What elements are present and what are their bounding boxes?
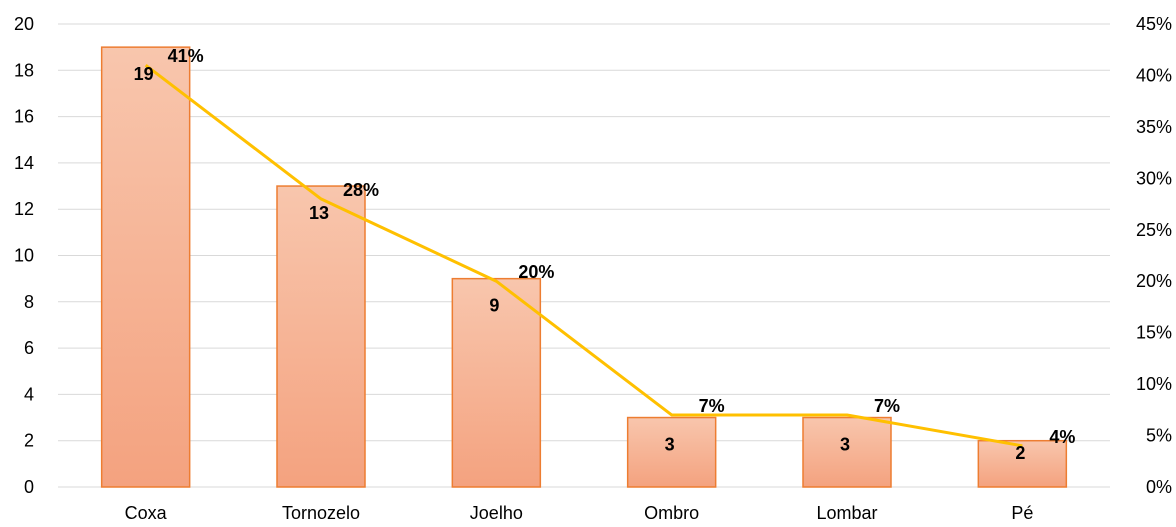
- category-label: Lombar: [816, 503, 877, 523]
- bar-value-label: 2: [1015, 443, 1025, 463]
- left-axis-tick-label: 4: [24, 384, 34, 404]
- right-axis-tick-label: 40%: [1136, 65, 1172, 85]
- line-value-label: 41%: [168, 46, 204, 66]
- left-axis-tick-label: 2: [24, 431, 34, 451]
- category-label: Coxa: [125, 503, 168, 523]
- left-axis-tick-label: 6: [24, 338, 34, 358]
- bar-value-label: 9: [489, 296, 499, 316]
- bar-value-label: 13: [309, 203, 329, 223]
- right-axis-tick-label: 30%: [1136, 168, 1172, 188]
- right-axis-tick-label: 15%: [1136, 323, 1172, 343]
- left-axis-tick-label: 0: [24, 477, 34, 497]
- left-axis-tick-label: 12: [14, 199, 34, 219]
- bar-value-label: 19: [134, 64, 154, 84]
- category-label: Pé: [1011, 503, 1033, 523]
- right-axis-tick-label: 0%: [1146, 477, 1172, 497]
- line-series: [144, 63, 1023, 448]
- bar: [100, 46, 191, 488]
- bar-value-label: 3: [840, 435, 850, 455]
- right-axis-tick-label: 20%: [1136, 271, 1172, 291]
- left-axis-tick-label: 14: [14, 153, 34, 173]
- right-axis-tick-label: 45%: [1136, 14, 1172, 34]
- line-value-label: 7%: [699, 396, 725, 416]
- bar: [451, 277, 542, 488]
- bar: [276, 185, 366, 488]
- line-path: [144, 63, 1023, 448]
- line-value-label: 20%: [518, 262, 554, 282]
- right-axis-tick-label: 25%: [1136, 220, 1172, 240]
- line-value-label: 4%: [1049, 427, 1075, 447]
- right-axis-tick-label: 5%: [1146, 426, 1172, 446]
- category-label: Tornozelo: [282, 503, 360, 523]
- left-axis-tick-label: 16: [14, 107, 34, 127]
- bar-value-label: 3: [665, 435, 675, 455]
- right-axis-tick-label: 10%: [1136, 374, 1172, 394]
- bar: [802, 416, 892, 488]
- left-axis-ticks: 0 2 4 6 8 10 12 14 16 18 20: [14, 14, 34, 497]
- left-axis-tick-label: 8: [24, 292, 34, 312]
- category-labels: Coxa Tornozelo Joelho Ombro Lombar Pé: [125, 503, 1034, 523]
- left-axis-tick-label: 18: [14, 60, 34, 80]
- line-value-label: 28%: [343, 180, 379, 200]
- bar: [977, 439, 1068, 488]
- left-axis-tick-label: 10: [14, 246, 34, 266]
- line-data-labels: 41% 28% 20% 7% 7% 4%: [168, 46, 1076, 447]
- right-axis-ticks: 0% 5% 10% 15% 20% 25% 30% 35% 40% 45%: [1136, 14, 1172, 497]
- bar: [626, 416, 717, 488]
- category-label: Joelho: [470, 503, 523, 523]
- bar-series: [100, 46, 1068, 488]
- left-axis-tick-label: 20: [14, 14, 34, 34]
- line-value-label: 7%: [874, 396, 900, 416]
- category-label: Ombro: [644, 503, 699, 523]
- right-axis-tick-label: 35%: [1136, 117, 1172, 137]
- gridlines: [58, 23, 1110, 488]
- bar-data-labels: 19 13 9 3 3 2: [134, 64, 1026, 463]
